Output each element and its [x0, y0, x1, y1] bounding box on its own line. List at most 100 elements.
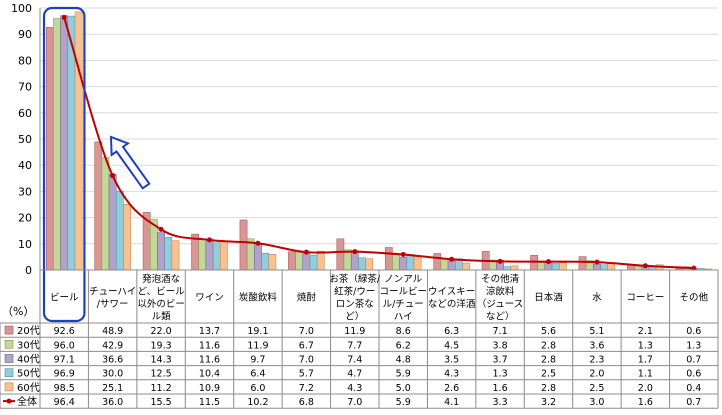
bar-20代	[578, 256, 587, 271]
table-cell-value: 5.9	[396, 369, 411, 380]
y-tick-label: 80	[18, 54, 32, 67]
y-axis-ticks: 0 10 20 30 40 50 60 70 80 90 100	[11, 2, 32, 277]
table-cell-value: 0.4	[686, 383, 701, 394]
bar-60代	[123, 203, 131, 271]
category-label: コーヒー	[626, 293, 664, 304]
table-cell-value: 36.0	[102, 397, 123, 408]
bar-20代	[239, 219, 248, 271]
table-cell-value: 15.5	[150, 397, 171, 408]
category-label: ロン茶な	[336, 298, 374, 310]
total-series-point	[642, 263, 648, 269]
table-cell-value: 96.9	[54, 369, 75, 380]
category-label: チューハイ	[89, 286, 136, 297]
table-cell-value: 6.3	[444, 326, 459, 337]
bar-20代	[45, 27, 54, 271]
category-label: ル類	[152, 311, 172, 322]
bar-50代	[164, 237, 173, 271]
table-cell-value: 7.4	[347, 355, 362, 366]
table-cell-value: 1.6	[493, 383, 508, 394]
table-cell-value: 2.8	[541, 355, 556, 366]
bar-50代	[212, 242, 221, 271]
table-cell-value: 42.9	[102, 340, 123, 351]
y-tick-label: 90	[18, 28, 32, 41]
bar-50代	[503, 266, 512, 271]
table-cell-value: 1.3	[493, 369, 508, 380]
legend-label: 60代	[17, 382, 40, 394]
table-cell-value: 7.2	[299, 383, 314, 394]
table-cell-value: 4.5	[444, 340, 459, 351]
table-cell-value: 5.9	[396, 397, 411, 408]
unit-label: （%）	[2, 305, 34, 318]
total-series-point	[207, 237, 212, 243]
total-series-point	[691, 265, 697, 271]
bar-30代	[440, 257, 449, 271]
bar-50代	[358, 257, 366, 271]
table-cell-value: 98.5	[54, 383, 75, 394]
highlight-box	[42, 6, 86, 323]
total-series-point	[158, 226, 164, 232]
y-tick-label: 20	[18, 212, 32, 225]
bar-40代	[447, 260, 456, 271]
table-cell-value: 4.8	[396, 355, 411, 366]
bar-30代	[53, 18, 61, 271]
legend-label: 全体	[17, 395, 37, 408]
total-series-point	[352, 249, 358, 255]
gridlines	[39, 7, 718, 271]
table-cell-value: 2.3	[589, 355, 604, 366]
legend-key-swatch	[4, 368, 14, 378]
bar-60代	[316, 250, 325, 271]
table-cell-value: 6.2	[396, 340, 411, 351]
bar-50代	[600, 264, 608, 271]
bar-60代	[559, 262, 567, 271]
table-cell-value: 0.7	[686, 397, 701, 408]
table-cell-value: 4.1	[444, 397, 459, 408]
category-label: その他清	[481, 273, 520, 285]
category-label: 炭酸飲料	[239, 292, 278, 304]
bar-20代	[336, 238, 345, 271]
total-series-point	[110, 173, 116, 179]
bar-50代	[551, 263, 560, 271]
legend-label: 50代	[17, 368, 40, 380]
category-label: その他	[680, 292, 709, 304]
total-series-point	[594, 259, 600, 265]
table-cell-value: 4.3	[347, 383, 362, 394]
table-cell-value: 11.5	[199, 397, 220, 408]
table-cell-value: 0.6	[686, 369, 701, 380]
y-tick-label: 100	[11, 2, 32, 15]
table-cell-value: 25.1	[102, 383, 123, 394]
bar-50代	[115, 191, 124, 271]
bar-50代	[309, 254, 318, 271]
table-cell-value: 11.9	[247, 340, 268, 351]
table-cell-value: 4.7	[347, 369, 362, 380]
total-series-point	[497, 258, 503, 264]
legend-key-swatch	[4, 354, 14, 363]
category-label: ど、ビール	[138, 286, 186, 297]
category-label: 焼酎	[297, 292, 317, 304]
trend-arrow	[109, 135, 151, 190]
table-cell-value: 13.7	[199, 326, 220, 337]
table-cell-value: 14.3	[150, 355, 171, 366]
table-cell-value: 2.8	[541, 340, 556, 351]
table-cell-value: 6.7	[299, 340, 314, 351]
category-label: 日本酒	[534, 292, 563, 304]
bar-60代	[171, 240, 180, 271]
total-series-point	[449, 256, 455, 262]
table-cell-value: 2.5	[589, 383, 604, 394]
category-label: などの洋酒	[428, 298, 476, 310]
bar-30代	[537, 262, 546, 271]
legend-label: 30代	[17, 339, 40, 351]
table-cell-value: 12.5	[150, 369, 171, 380]
table-cell-value: 6.8	[299, 397, 314, 408]
table-cell-value: 3.5	[444, 355, 459, 366]
table-cell-value: 0.7	[686, 355, 701, 366]
table-cell-value: 2.1	[638, 326, 653, 337]
bar-30代	[343, 249, 352, 271]
table-cell-value: 1.1	[638, 369, 653, 380]
bar-60代	[607, 263, 616, 271]
bar-20代	[94, 141, 103, 271]
bar-40代	[108, 173, 117, 271]
table-cell-value: 3.6	[589, 340, 604, 351]
y-tick-label: 40	[18, 159, 32, 172]
